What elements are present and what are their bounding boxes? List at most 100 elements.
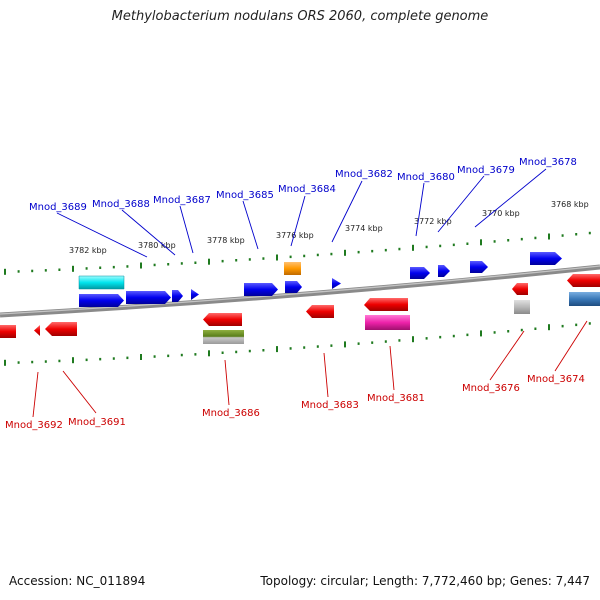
leader-line — [554, 320, 588, 372]
tick-minor — [588, 231, 591, 235]
gene-arrow[interactable] — [306, 305, 334, 318]
gene-arrow[interactable] — [203, 330, 244, 344]
tick-minor — [316, 345, 319, 348]
tick-major — [4, 268, 6, 275]
gene-arrow[interactable] — [203, 313, 242, 326]
leader-line — [489, 330, 525, 381]
tick-minor — [371, 249, 374, 253]
tick-minor — [452, 334, 455, 338]
leader-line — [62, 370, 97, 414]
tick-major — [548, 324, 550, 331]
tick-minor — [493, 331, 496, 334]
tick-minor — [425, 245, 428, 249]
leader-line — [56, 212, 148, 258]
tick-minor — [588, 322, 591, 325]
scale-label: 3780 kbp — [138, 241, 176, 250]
gene-arrow[interactable] — [0, 325, 16, 338]
reverse-genes — [0, 274, 600, 344]
tick-minor — [466, 333, 469, 337]
gene-label-reverse[interactable]: Mnod_3676 — [462, 383, 520, 394]
gene-arrow[interactable] — [126, 291, 171, 304]
scale-label: 3782 kbp — [69, 246, 107, 255]
tick-minor — [248, 258, 251, 261]
gene-label-forward[interactable]: Mnod_3685 — [216, 190, 274, 201]
tick-minor — [398, 247, 401, 251]
gene-label-reverse[interactable]: Mnod_3681 — [367, 393, 425, 404]
gene-arrow[interactable] — [34, 325, 40, 336]
gene-arrow[interactable] — [569, 292, 600, 306]
gene-label-reverse[interactable]: Mnod_3674 — [527, 374, 585, 385]
gene-arrow[interactable] — [78, 275, 125, 290]
tick-minor — [99, 357, 102, 361]
tick-minor — [235, 350, 238, 354]
genome-backbone — [0, 264, 600, 318]
tick-major — [344, 249, 346, 256]
gene-arrow[interactable] — [514, 300, 530, 314]
gene-arrow[interactable] — [191, 289, 199, 300]
gene-label-forward[interactable]: Mnod_3687 — [153, 195, 211, 206]
tick-major — [548, 233, 550, 240]
gene-label-reverse[interactable]: Mnod_3686 — [202, 408, 260, 419]
scale-ticks-bottom — [4, 322, 591, 366]
tick-minor — [99, 266, 102, 269]
gene-arrow[interactable] — [172, 290, 183, 302]
tick-major — [72, 265, 74, 272]
tick-minor — [371, 341, 374, 344]
gene-arrow[interactable] — [567, 274, 600, 287]
tick-minor — [398, 339, 401, 342]
gene-label-forward[interactable]: Mnod_3679 — [457, 165, 515, 176]
gene-arrow[interactable] — [530, 252, 562, 265]
tick-major — [412, 336, 414, 343]
tick-minor — [194, 353, 197, 356]
gene-label-forward[interactable]: Mnod_3682 — [335, 169, 393, 180]
tick-minor — [384, 340, 387, 343]
leader-line — [389, 345, 395, 391]
tick-minor — [180, 262, 183, 265]
tick-major — [344, 341, 346, 348]
gene-label-forward[interactable]: Mnod_3678 — [519, 157, 577, 168]
gene-arrow[interactable] — [244, 283, 278, 296]
tick-minor — [31, 360, 34, 364]
tick-minor — [289, 347, 292, 350]
gene-arrow[interactable] — [332, 278, 341, 289]
scale-label: 3772 kbp — [414, 217, 452, 226]
tick-minor — [58, 359, 61, 363]
tick-minor — [126, 265, 129, 268]
tick-minor — [167, 354, 170, 358]
gene-label-forward[interactable]: Mnod_3689 — [29, 202, 87, 213]
gene-arrow[interactable] — [512, 283, 528, 295]
tick-minor — [316, 253, 319, 257]
gene-arrow[interactable] — [79, 294, 124, 307]
gene-arrow[interactable] — [410, 267, 430, 279]
gene-arrow[interactable] — [470, 261, 488, 273]
gene-arrow[interactable] — [365, 315, 410, 330]
scale-label: 3778 kbp — [207, 236, 245, 245]
tick-minor — [44, 269, 47, 272]
tick-minor — [112, 357, 115, 360]
gene-arrow[interactable] — [285, 281, 302, 293]
tick-minor — [303, 254, 306, 258]
gene-arrow[interactable] — [438, 265, 450, 277]
tick-minor — [507, 239, 510, 242]
gene-label-forward[interactable]: Mnod_3680 — [397, 172, 455, 183]
tick-minor — [357, 342, 360, 345]
gene-arrow[interactable] — [284, 262, 301, 275]
tick-minor — [493, 240, 496, 243]
tick-minor — [561, 324, 564, 328]
tick-minor — [221, 259, 224, 263]
gene-arrow[interactable] — [45, 322, 77, 336]
tick-minor — [221, 351, 224, 354]
gene-label-forward[interactable]: Mnod_3688 — [92, 199, 150, 210]
gene-label-forward[interactable]: Mnod_3684 — [278, 184, 336, 195]
tick-minor — [167, 263, 170, 266]
leader-line — [437, 175, 485, 233]
tick-minor — [235, 259, 238, 262]
tick-major — [140, 262, 142, 269]
tick-minor — [384, 248, 387, 252]
gene-label-reverse[interactable]: Mnod_3683 — [301, 400, 359, 411]
gene-arrow[interactable] — [364, 298, 408, 311]
leader-line — [32, 371, 39, 418]
gene-label-reverse[interactable]: Mnod_3691 — [68, 417, 126, 428]
gene-label-reverse[interactable]: Mnod_3692 — [5, 420, 63, 431]
